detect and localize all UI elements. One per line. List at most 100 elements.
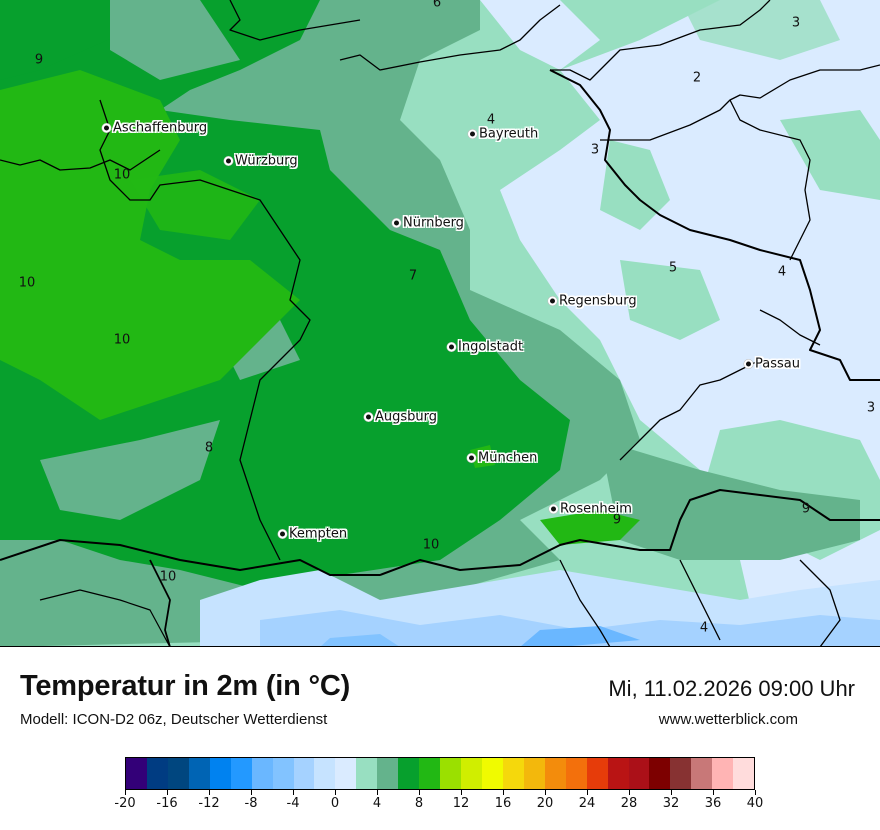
legend-tick-label: 16 [494,796,512,811]
city-marker: Ingolstadt [447,340,523,355]
website-link[interactable]: www.wetterblick.com [658,711,798,728]
legend-color-bin [544,758,566,789]
legend-tick-label: 12 [452,796,470,811]
isotherm-label: 3 [866,400,876,416]
legend-color-bin [272,758,294,789]
city-name: Würzburg [235,153,298,169]
legend-color-bin [607,758,629,789]
isotherm-label: 4 [699,620,709,636]
legend-tick-label: 40 [746,796,764,811]
city-marker: Würzburg [224,154,298,169]
legend-color-bin [733,758,755,789]
isotherm-label: 10 [113,332,131,348]
city-marker: Nürnberg [392,216,464,231]
legend-color-bin [356,758,378,789]
isotherm-label: 10 [18,275,36,291]
isotherm-label: 9 [612,512,622,528]
legend-color-bin [146,758,168,789]
city-name: Regensburg [559,293,637,309]
isotherm-label: 3 [791,15,801,31]
city-marker: Rosenheim [549,502,632,517]
legend-color-bin [670,758,692,789]
legend-tick-mark [586,790,588,795]
isotherm-label: 5 [668,260,678,276]
city-name: Bayreuth [479,126,539,142]
legend-tick-mark [334,790,336,795]
city-dot-icon [447,342,456,352]
city-dot-icon [278,529,287,539]
legend-tick-label: 32 [662,796,680,811]
legend-tick-label: 4 [372,796,382,811]
legend-tick-label: -8 [244,796,258,811]
isotherm-label: 4 [486,112,496,128]
city-dot-icon [548,296,557,306]
legend-color-bin [230,758,252,789]
city-name: München [478,450,538,466]
legend-color-bin [335,758,357,789]
legend-color-bin [126,758,147,789]
legend-tick-label: -20 [114,796,136,811]
city-marker: Augsburg [364,410,437,425]
legend-tick-mark [166,790,168,795]
legend-ticks: -20 -16 -12 -8 -4 0 4 8 12 16 20 24 28 32 36 40 [114,790,763,820]
legend-color-bin [209,758,231,789]
legend-color-bin [523,758,545,789]
legend-color-bin [251,758,273,789]
isotherm-label: 10 [422,537,440,553]
legend-color-bin [461,758,482,789]
legend-tick-label: 28 [620,796,638,811]
legend-color-bin [502,758,524,789]
legend-color-bin [188,758,210,789]
legend-tick-mark [124,790,126,795]
legend-color-bin [440,758,461,789]
color-scale-legend [125,757,755,790]
city-dot-icon [224,156,233,166]
legend-color-bin [419,758,441,789]
city-name: Nürnberg [403,215,464,231]
legend-tick-mark [544,790,546,795]
legend-color-bin [398,758,420,789]
city-marker: München [467,451,537,466]
legend-color-bin [481,758,503,789]
city-marker: Aschaffenburg [102,121,207,136]
isotherm-label: 8 [204,440,214,456]
legend-tick-mark [754,790,756,795]
legend-tick-mark [376,790,378,795]
isotherm-label: 10 [159,569,177,585]
forecast-datetime: Mi, 11.02.2026 09:00 Uhr [608,676,855,701]
city-name: Ingolstadt [458,339,524,355]
legend-tick-mark [418,790,420,795]
legend-color-bin [314,758,336,789]
city-dot-icon [467,453,476,463]
isotherm-label: 2 [692,70,702,86]
isotherm-label: 4 [777,264,787,280]
legend-tick-label: 36 [704,796,722,811]
legend-tick-label: -12 [198,796,220,811]
city-name: Passau [755,356,800,372]
city-dot-icon [744,359,753,369]
isotherm-label: 9 [801,501,811,517]
legend-tick-mark [292,790,294,795]
legend-tick-mark [628,790,630,795]
legend-color-bin [293,758,315,789]
map-title: Temperatur in 2m (in °C) [20,670,351,702]
legend-color-bin [586,758,608,789]
legend-color-bin [712,758,734,789]
temperature-field [0,0,880,646]
legend-tick-mark [208,790,210,795]
city-dot-icon [392,218,401,228]
city-name: Kempten [289,526,348,542]
model-source: Modell: ICON-D2 06z, Deutscher Wetterdie… [20,711,328,728]
legend-tick-label: 20 [536,796,554,811]
city-name: Augsburg [375,409,438,425]
city-dot-icon [364,412,373,422]
legend-tick-mark [712,790,714,795]
isotherm-label: 10 [113,167,131,183]
legend-tick-label: -16 [156,796,178,811]
legend-tick-label: 0 [330,796,340,811]
legend-color-bin [565,758,587,789]
city-dot-icon [468,129,477,139]
isotherm-label: 7 [408,268,418,284]
temperature-map: 9 6 3 2 4 3 10 7 5 4 10 10 3 8 9 9 10 10 4 Aschaffenburg Wü… [0,0,880,647]
legend-tick-mark [250,790,252,795]
